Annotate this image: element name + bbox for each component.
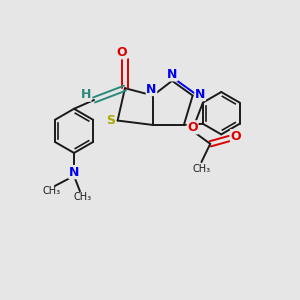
Text: CH₃: CH₃ [43, 186, 61, 196]
Text: O: O [187, 121, 198, 134]
Text: O: O [231, 130, 241, 143]
Text: N: N [167, 68, 177, 81]
Text: CH₃: CH₃ [74, 191, 92, 202]
Text: CH₃: CH₃ [192, 164, 211, 173]
Text: H: H [81, 88, 91, 101]
Text: S: S [106, 114, 115, 127]
Text: N: N [69, 166, 79, 178]
Text: O: O [116, 46, 127, 59]
Text: N: N [195, 88, 205, 100]
Text: N: N [146, 82, 157, 95]
